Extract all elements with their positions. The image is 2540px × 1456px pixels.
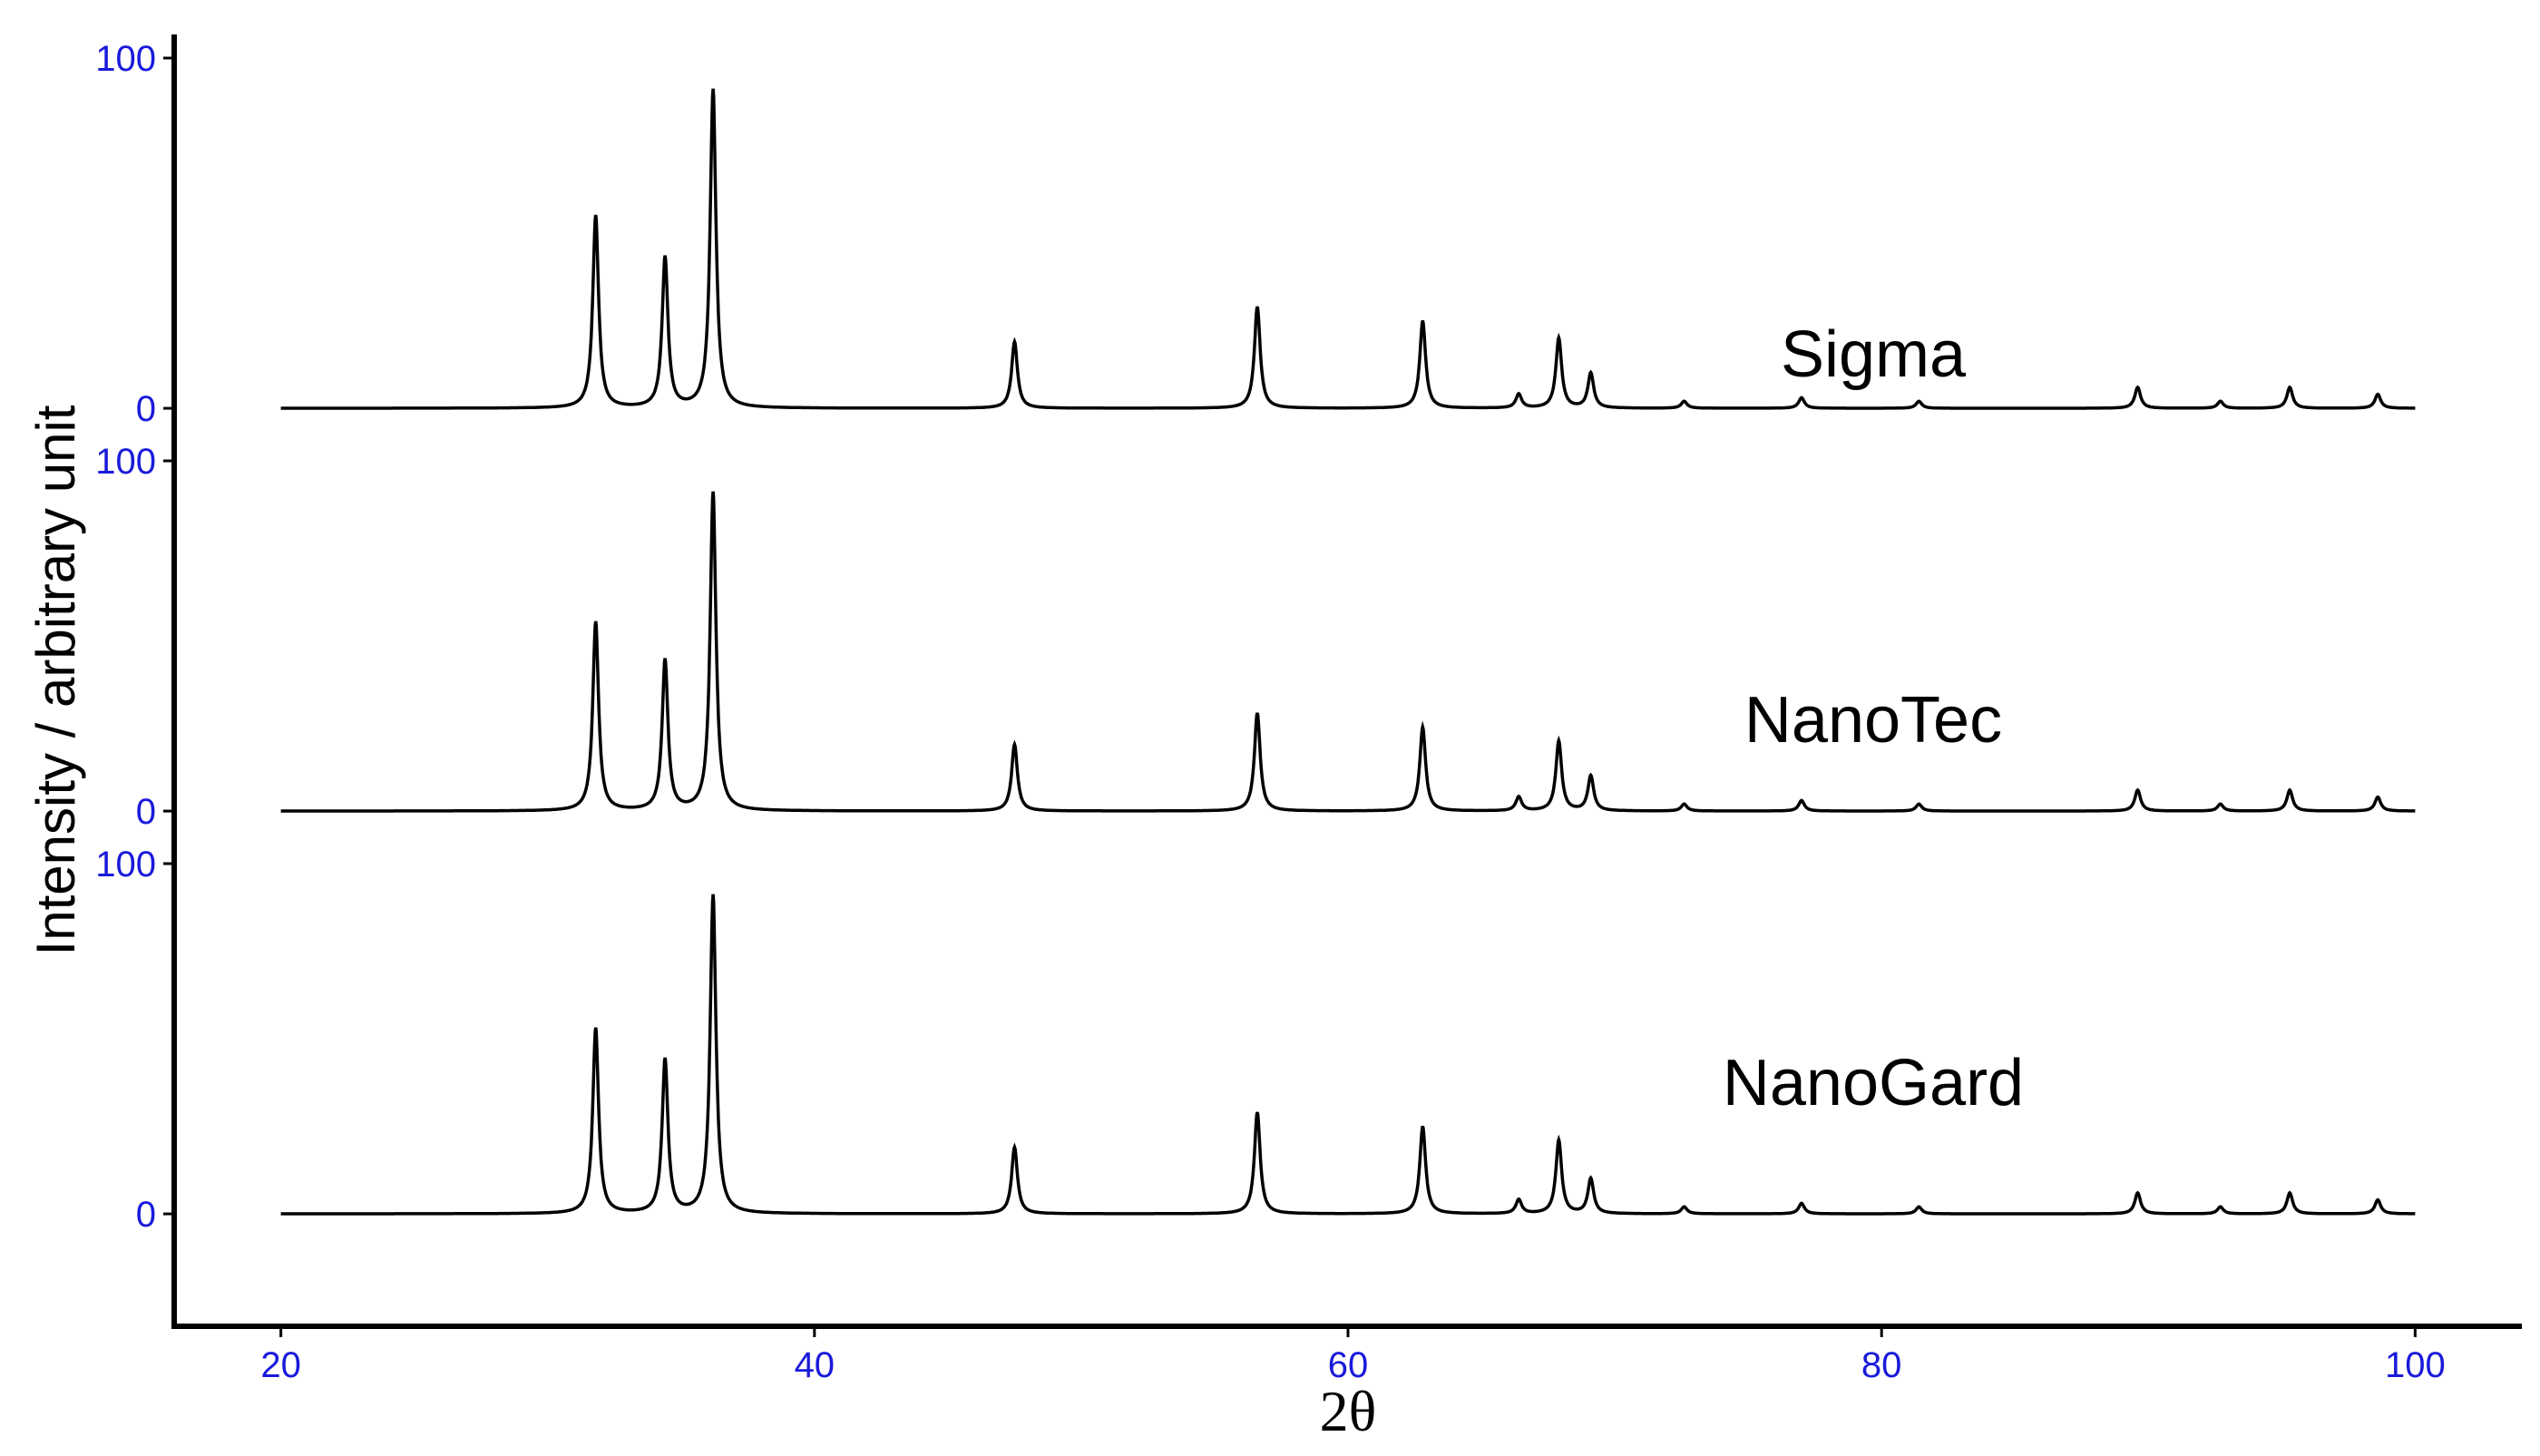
x-axis-title: 2θ [1320, 1379, 1377, 1443]
y-tick-label: 100 [95, 845, 156, 884]
y-axis-ticks: 0 100 0 100 0 100 [95, 39, 174, 1235]
series-lines [280, 88, 2416, 1216]
x-axis-ticks: 20 40 60 80 100 [260, 1326, 2446, 1385]
x-tick-label: 20 [260, 1345, 301, 1385]
series-line-nanotec [280, 491, 2416, 813]
x-tick-label: 100 [2385, 1345, 2446, 1385]
series-line-sigma [280, 88, 2416, 410]
series-label-sigma: Sigma [1781, 318, 1967, 391]
x-tick-label: 60 [1328, 1345, 1369, 1385]
series-label-nanotec: NanoTec [1744, 684, 2002, 757]
y-tick-label: 0 [136, 389, 156, 429]
series-labels: Sigma NanoTec NanoGard [1723, 318, 2024, 1119]
y-axis-title: Intensity / arbitrary unit [25, 405, 86, 955]
series-label-nanogard: NanoGard [1723, 1047, 2024, 1119]
y-tick-label: 100 [95, 442, 156, 482]
y-tick-label: 0 [136, 792, 156, 832]
x-tick-label: 40 [795, 1345, 835, 1385]
x-tick-label: 80 [1861, 1345, 1902, 1385]
y-tick-label: 0 [136, 1195, 156, 1235]
y-tick-label: 100 [95, 39, 156, 79]
series-line-nanogard [280, 894, 2416, 1216]
